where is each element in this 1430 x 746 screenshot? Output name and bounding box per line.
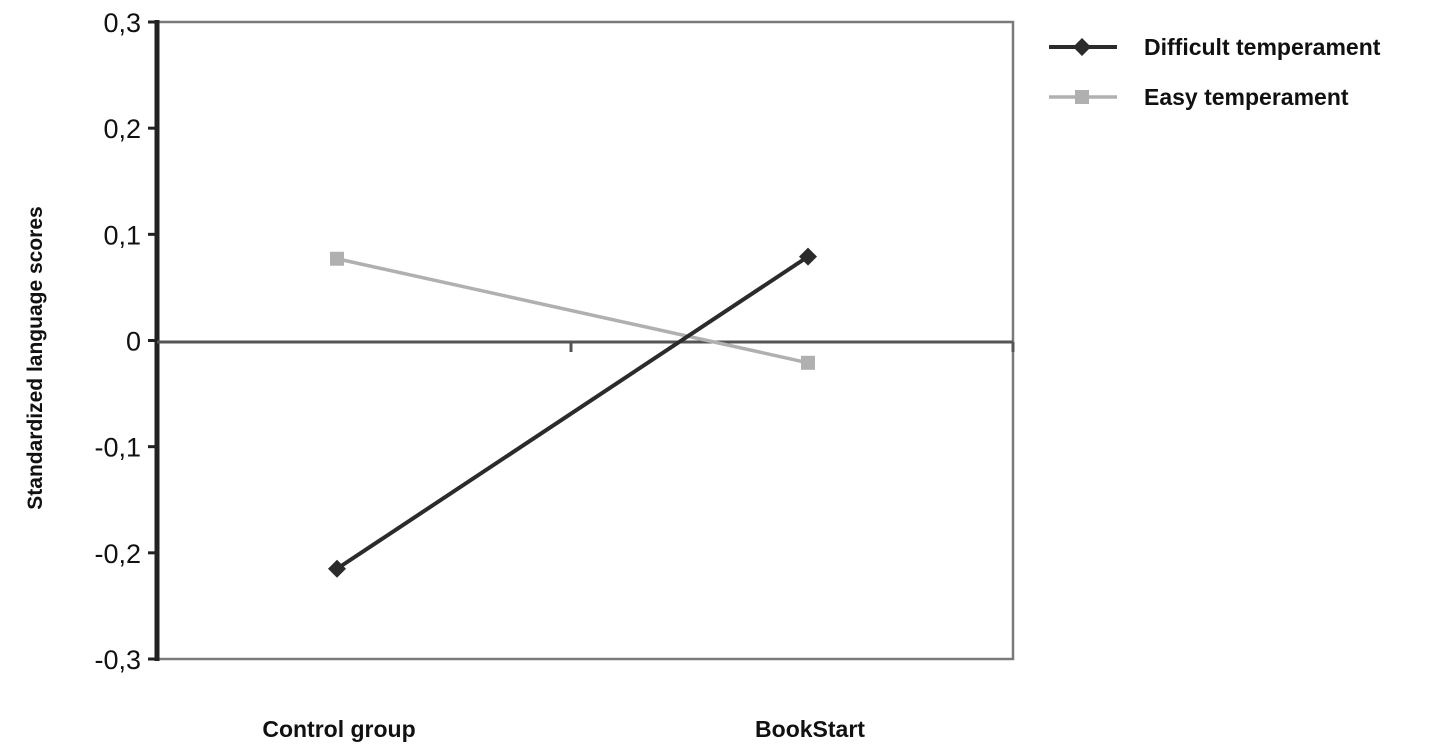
y-axis-ticks: 0,3 0,2 0,1 0 -0,1 -0,2 -0,3 (94, 8, 157, 675)
data-point-diamond (328, 559, 346, 578)
data-point-square (330, 251, 344, 266)
legend-marker-diamond (1073, 38, 1091, 56)
legend-label: Difficult temperament (1144, 34, 1381, 60)
legend: Difficult temperament Easy temperament (1049, 34, 1381, 110)
y-tick-label: 0,2 (103, 114, 141, 144)
y-tick-label: -0,3 (94, 645, 141, 675)
x-category-label: BookStart (755, 716, 865, 742)
x-axis-labels: Control group BookStart (262, 716, 865, 742)
y-tick-label: 0,1 (103, 220, 141, 250)
data-point-square (801, 355, 815, 370)
y-tick-label: -0,2 (94, 539, 141, 569)
y-tick-label: 0 (126, 327, 141, 357)
series-line (335, 254, 810, 571)
y-tick-label: 0,3 (103, 8, 141, 38)
series-line (336, 257, 809, 365)
legend-label: Easy temperament (1144, 84, 1349, 110)
y-axis-title: Standardized language scores (24, 206, 47, 509)
data-point-diamond (799, 247, 817, 266)
x-category-label: Control group (262, 716, 415, 742)
y-tick-label: -0,1 (94, 433, 141, 463)
series-layer (328, 247, 817, 578)
legend-marker-square (1075, 90, 1089, 104)
